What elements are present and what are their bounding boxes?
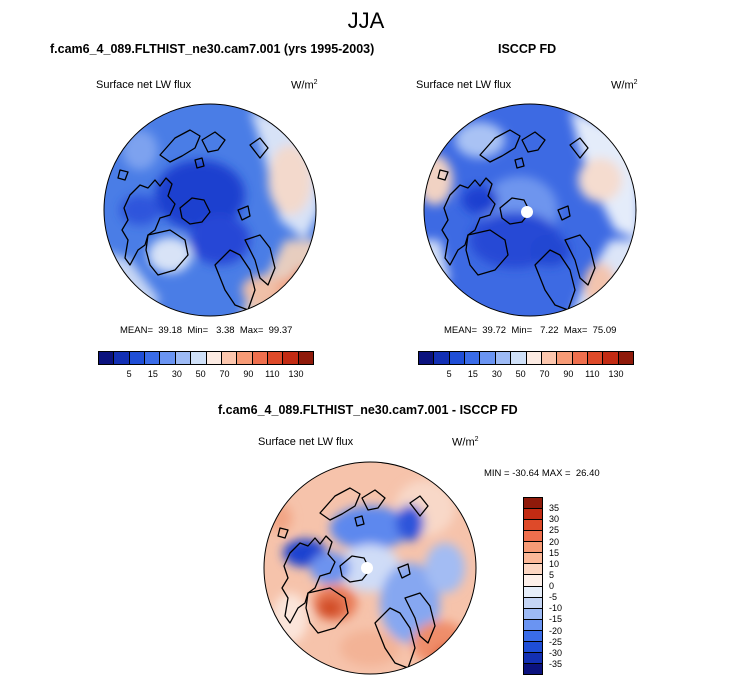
colorbar-tick: 30	[549, 514, 560, 525]
colorbar-swatch	[465, 352, 481, 364]
colorbar-swatch	[524, 652, 542, 664]
colorbar-swatch	[524, 509, 542, 521]
colorbar-swatch	[524, 531, 542, 543]
colorbar-swatch	[524, 597, 542, 609]
colorbar-swatch	[267, 352, 284, 364]
model-units-label: W/m2	[291, 79, 318, 92]
obs-panel-title: ISCCP FD	[498, 42, 557, 56]
colorbar-tick: 130	[288, 369, 304, 379]
colorbar-swatch	[524, 619, 542, 631]
colorbar-swatch	[524, 564, 542, 576]
model-polar-map	[103, 103, 317, 317]
colorbar-swatch	[524, 663, 542, 674]
colorbar-swatch	[524, 542, 542, 554]
colorbar-tick: 110	[265, 369, 280, 379]
colorbar-tick: 30	[491, 369, 502, 379]
colorbar-tick: 90	[563, 369, 574, 379]
model-stats: MEAN= 39.18 Min= 3.38 Max= 99.37	[120, 325, 293, 336]
diff-panel-title: f.cam6_4_089.FLTHIST_ne30.cam7.001 - ISC…	[218, 403, 518, 417]
model-panel-title: f.cam6_4_089.FLTHIST_ne30.cam7.001 (yrs …	[50, 42, 375, 56]
diff-units-label: W/m2	[452, 436, 479, 449]
colorbar-tick: 70	[539, 369, 550, 379]
colorbar-swatch	[283, 352, 299, 364]
diff-colorbar-ticks: 35 30 25 20 15 10 5 0 -5 -10 -15 -20 -25…	[549, 497, 573, 675]
colorbar-tick: -35	[549, 658, 563, 669]
colorbar-tick: 15	[147, 369, 158, 379]
colorbar-tick: 5	[446, 369, 452, 379]
model-variable-label: Surface net LW flux	[96, 79, 192, 91]
colorbar-swatch	[541, 352, 558, 364]
colorbar-swatch	[618, 352, 634, 364]
colorbar-tick: -15	[549, 614, 563, 625]
colorbar-swatch	[237, 352, 253, 364]
colorbar-swatch	[145, 352, 161, 364]
obs-stats: MEAN= 39.72 Min= 7.22 Max= 75.09	[444, 325, 617, 336]
obs-polar-map	[423, 103, 637, 317]
colorbar-swatch	[99, 352, 115, 364]
colorbar-swatch	[524, 575, 542, 587]
model-colorbar-ticks: 5 15 30 50 70 90 110 130	[98, 369, 314, 381]
colorbar-swatch	[221, 352, 238, 364]
model-colorbar	[98, 351, 314, 365]
figure-title: JJA	[347, 8, 385, 33]
colorbar-tick: 30	[171, 369, 182, 379]
colorbar-swatch	[557, 352, 573, 364]
obs-units-label: W/m2	[611, 79, 638, 92]
colorbar-swatch	[480, 352, 496, 364]
colorbar-swatch	[191, 352, 207, 364]
colorbar-swatch	[129, 352, 146, 364]
colorbar-swatch	[572, 352, 588, 364]
obs-variable-label: Surface net LW flux	[416, 79, 512, 91]
colorbar-tick: 110	[585, 369, 600, 379]
colorbar-swatch	[603, 352, 619, 364]
colorbar-tick: 25	[549, 525, 560, 536]
colorbar-swatch	[160, 352, 176, 364]
obs-colorbar-ticks: 5 15 30 50 70 90 110 130	[418, 369, 634, 381]
colorbar-tick: -25	[549, 636, 563, 647]
colorbar-tick: -10	[549, 603, 563, 614]
colorbar-swatch	[526, 352, 542, 364]
colorbar-swatch	[524, 630, 542, 642]
colorbar-swatch	[524, 553, 542, 565]
colorbar-tick: -5	[549, 592, 558, 603]
colorbar-swatch	[495, 352, 512, 364]
diff-colorbar	[523, 497, 543, 675]
colorbar-swatch	[524, 641, 542, 653]
colorbar-tick: 15	[549, 547, 560, 558]
colorbar-swatch	[175, 352, 192, 364]
colorbar-tick: -20	[549, 625, 563, 636]
colorbar-tick: 5	[126, 369, 132, 379]
diff-variable-label: Surface net LW flux	[258, 436, 354, 448]
colorbar-tick: 50	[195, 369, 206, 379]
missing-data-pole	[361, 562, 373, 574]
missing-data-pole	[521, 206, 533, 218]
diff-polar-map	[263, 461, 477, 675]
colorbar-swatch	[449, 352, 466, 364]
colorbar-swatch	[524, 498, 542, 510]
colorbar-tick: 10	[549, 558, 560, 569]
colorbar-tick: 70	[219, 369, 230, 379]
colorbar-tick: 90	[243, 369, 254, 379]
colorbar-swatch	[524, 520, 542, 532]
colorbar-tick: 50	[515, 369, 526, 379]
colorbar-swatch	[298, 352, 314, 364]
colorbar-swatch	[206, 352, 222, 364]
colorbar-tick: 15	[467, 369, 478, 379]
diff-stats: MIN = -30.64 MAX = 26.40	[484, 468, 600, 479]
colorbar-swatch	[524, 586, 542, 598]
colorbar-tick: 5	[549, 569, 555, 580]
colorbar-swatch	[511, 352, 527, 364]
colorbar-tick: 130	[608, 369, 624, 379]
colorbar-swatch	[587, 352, 604, 364]
colorbar-swatch	[252, 352, 268, 364]
colorbar-tick: -30	[549, 647, 563, 658]
colorbar-swatch	[434, 352, 450, 364]
colorbar-swatch	[114, 352, 130, 364]
colorbar-tick: 35	[549, 503, 560, 514]
obs-colorbar	[418, 351, 634, 365]
colorbar-tick: 20	[549, 536, 560, 547]
colorbar-tick: 0	[549, 581, 555, 591]
colorbar-swatch	[419, 352, 435, 364]
colorbar-swatch	[524, 608, 542, 620]
